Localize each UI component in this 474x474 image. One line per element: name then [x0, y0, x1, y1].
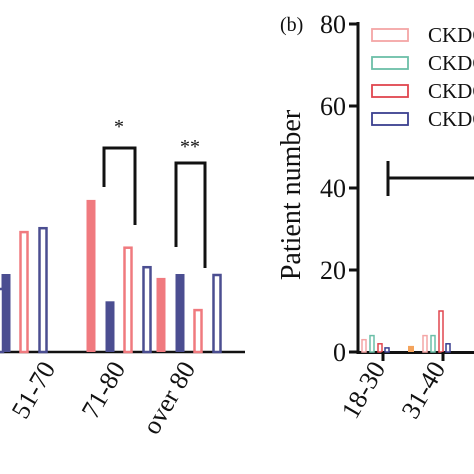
y-tick-label: 60: [320, 92, 346, 121]
bar: [86, 199, 96, 352]
legend-swatch: [371, 28, 409, 42]
legend-label: CKDO: [428, 23, 474, 47]
y-tick-label: 80: [320, 10, 346, 39]
significance-bracket: [386, 161, 474, 196]
bar: [430, 334, 436, 353]
legend-swatch: [371, 56, 409, 70]
panel-b-bars: [361, 310, 451, 353]
bar: [38, 226, 48, 354]
bar: [123, 246, 133, 354]
bar: [369, 334, 375, 353]
legend-label: CKDO: [428, 79, 474, 103]
bar: [193, 308, 203, 354]
significance-bracket: [174, 161, 207, 268]
panel-b-y-ticks: 0 20 40 60 80: [320, 10, 358, 367]
bar: [1, 274, 11, 352]
x-tick-label: 31-40: [396, 357, 451, 424]
significance-label: **: [180, 136, 200, 158]
legend-label: CKDO: [428, 51, 474, 75]
legend-label: CKDO: [428, 107, 474, 131]
x-tick-label: over 80: [137, 357, 201, 440]
legend-swatch: [371, 84, 409, 98]
x-tick-label: 71-80: [76, 357, 131, 424]
bar: [438, 310, 444, 353]
bar: [19, 230, 29, 354]
panel-a: *** 51-70 71-80 over 80: [0, 116, 245, 439]
panel-label: (b): [280, 14, 303, 36]
bar: [212, 273, 222, 354]
legend-swatch: [371, 112, 409, 126]
bar: [384, 347, 390, 353]
panel-b-x-tick-labels: 18-30 31-40: [336, 352, 451, 424]
bar: [0, 287, 5, 354]
y-tick-label: 0: [333, 338, 346, 367]
bar: [142, 265, 152, 354]
bar: [156, 277, 166, 352]
bar: [361, 338, 367, 353]
bar: [408, 345, 414, 352]
panel-b-legend: CKDO CKDO CKDO CKDO: [371, 23, 474, 131]
x-tick-label: 51-70: [6, 357, 61, 424]
bar: [175, 274, 185, 352]
bar: [422, 334, 428, 353]
bar: [105, 301, 115, 352]
bar: [445, 343, 451, 353]
panel-a-significance: ***: [102, 116, 207, 268]
y-axis-label: Patient number: [276, 109, 307, 280]
panel-a-x-tick-labels: 51-70 71-80 over 80: [6, 357, 201, 440]
bar: [377, 343, 383, 353]
y-tick-label: 20: [320, 256, 346, 285]
significance-label: *: [114, 116, 124, 138]
significance-bracket: [102, 146, 137, 225]
panel-a-bars: [0, 199, 222, 354]
y-tick-label: 40: [320, 174, 346, 203]
